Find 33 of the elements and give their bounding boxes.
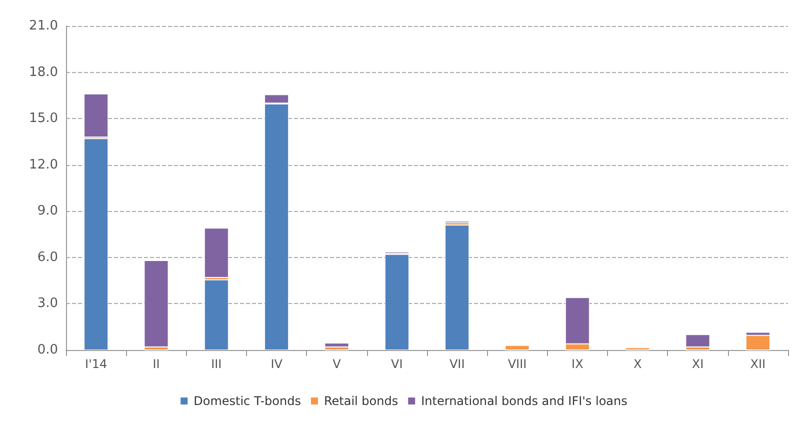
- x-tick-label: XI: [692, 357, 704, 371]
- bar: [746, 335, 770, 350]
- x-tick-label: XII: [750, 357, 766, 371]
- bar: [144, 260, 168, 347]
- y-tick-label: 18.0: [29, 64, 58, 80]
- bar: [204, 228, 228, 278]
- x-tick-label: III: [211, 357, 222, 371]
- bar: [324, 343, 349, 347]
- y-tick-label: 15.0: [29, 111, 58, 126]
- x-tick-label: X: [633, 357, 642, 371]
- x-tick-label: VII: [449, 357, 465, 371]
- x-tick-label: VI: [391, 357, 403, 371]
- y-tick-label: 6.0: [37, 250, 58, 265]
- y-tick-label: 21.0: [29, 18, 58, 34]
- x-tick-label: II: [152, 357, 160, 371]
- bar: [445, 225, 470, 350]
- y-tick-label: 9.0: [37, 204, 58, 219]
- x-tick-label: IX: [572, 357, 584, 371]
- bar: [686, 334, 710, 347]
- y-tick-label: 3.0: [37, 296, 58, 312]
- x-tick-label: IV: [270, 357, 284, 371]
- x-tick-label: V: [332, 357, 342, 371]
- legend-label: International bonds and IFI's loans: [421, 394, 628, 408]
- legend-label: Domestic T-bonds: [194, 394, 301, 408]
- x-tick-label: I'14: [85, 357, 108, 371]
- y-tick-label: 12.0: [29, 157, 58, 172]
- bar: [324, 346, 349, 350]
- bar: [505, 345, 530, 350]
- legend-label: Retail bonds: [324, 394, 398, 408]
- bar: [204, 280, 228, 350]
- y-tick-label: 0.0: [37, 342, 58, 358]
- x-tick-label: VIII: [508, 357, 527, 371]
- bar: [384, 254, 409, 350]
